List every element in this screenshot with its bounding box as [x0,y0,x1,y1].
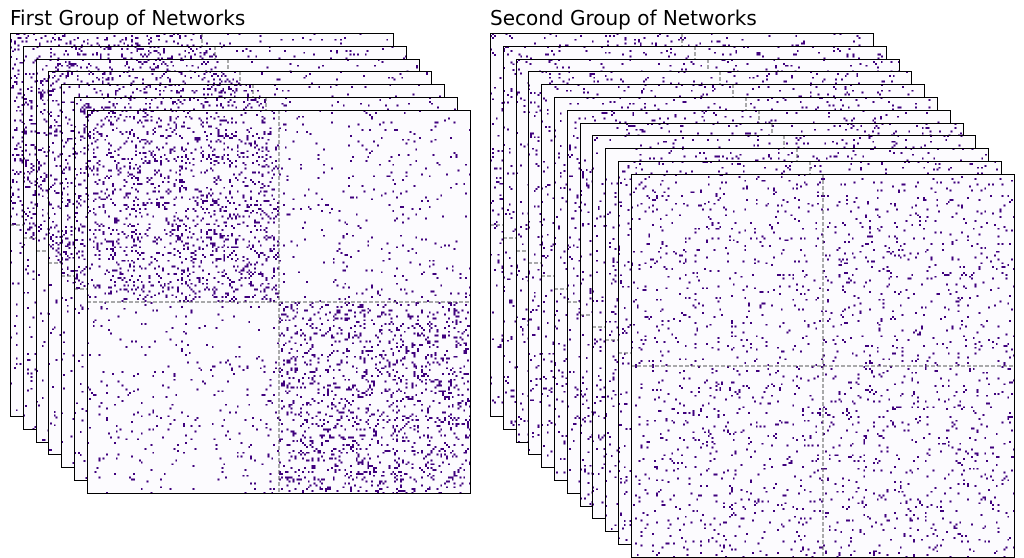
second-layer-12-frame [630,173,1015,558]
second-group-title: Second Group of Networks [490,6,757,30]
matrix-border [86,109,471,494]
first-group-network-stack [10,33,471,494]
second-group-network-stack [490,33,1015,558]
first-layer-7-frame [86,109,471,494]
first-group-title: First Group of Networks [10,6,246,30]
